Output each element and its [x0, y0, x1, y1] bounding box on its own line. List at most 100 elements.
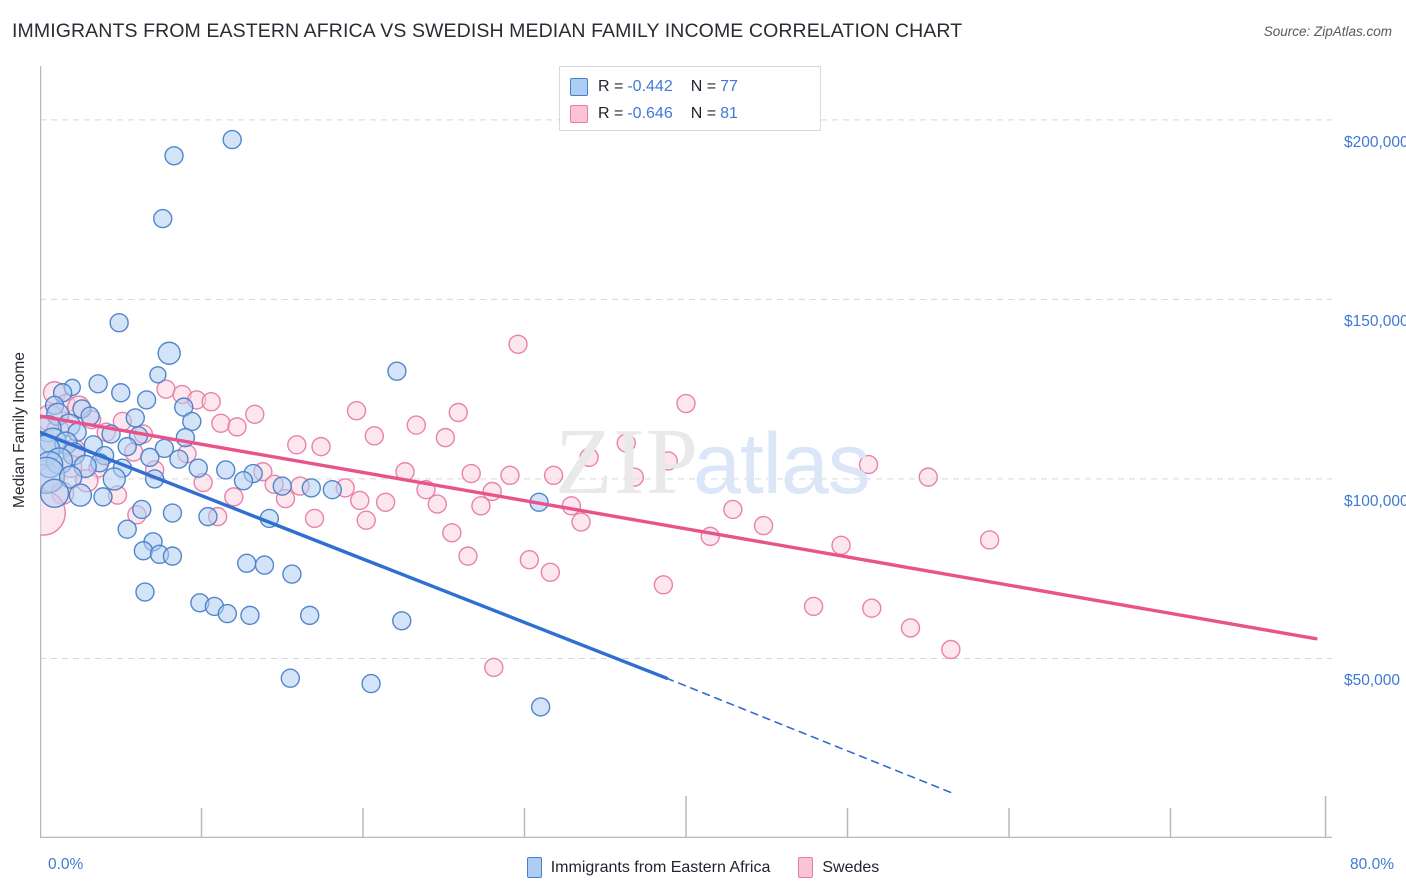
data-point[interactable] [461, 463, 481, 484]
data-point[interactable] [287, 435, 307, 455]
data-point[interactable] [364, 426, 385, 446]
data-point[interactable] [579, 447, 599, 468]
data-point[interactable] [831, 535, 851, 556]
data-point[interactable] [254, 555, 275, 575]
data-point[interactable] [676, 393, 696, 414]
data-point[interactable] [361, 673, 381, 694]
data-point[interactable] [240, 605, 260, 626]
data-point[interactable] [272, 476, 292, 496]
data-point[interactable] [280, 668, 301, 688]
series-legend-item[interactable]: Swedes [798, 857, 879, 878]
data-point[interactable] [140, 447, 160, 468]
data-point[interactable] [442, 523, 462, 543]
data-point[interactable] [304, 508, 325, 529]
data-point[interactable] [217, 603, 238, 624]
legend-swatch-blue [570, 77, 588, 96]
data-point[interactable] [164, 146, 184, 166]
data-point[interactable] [427, 494, 447, 514]
data-point[interactable] [500, 465, 520, 486]
data-point[interactable] [153, 208, 173, 229]
data-point[interactable] [222, 129, 242, 150]
data-point[interactable] [941, 639, 961, 660]
trendline-swedes [40, 414, 1318, 641]
data-point[interactable] [900, 618, 921, 638]
data-point[interactable] [224, 487, 244, 507]
data-point[interactable] [471, 496, 491, 516]
data-point[interactable] [392, 611, 412, 631]
data-point[interactable] [616, 433, 636, 453]
data-point[interactable] [182, 411, 202, 432]
data-point[interactable] [125, 408, 145, 428]
data-point[interactable] [753, 515, 774, 536]
data-point[interactable] [979, 530, 1000, 550]
data-point[interactable] [543, 465, 564, 486]
data-point[interactable] [109, 313, 129, 333]
data-point[interactable] [723, 499, 743, 520]
data-point[interactable] [136, 390, 157, 410]
data-point[interactable] [356, 510, 376, 530]
page-title: IMMIGRANTS FROM EASTERN AFRICA VS SWEDIS… [12, 20, 963, 42]
data-point[interactable] [301, 478, 322, 498]
data-point[interactable] [653, 575, 674, 595]
data-point[interactable] [111, 383, 131, 403]
data-point[interactable] [406, 415, 426, 435]
data-point[interactable] [88, 374, 108, 394]
data-point[interactable] [211, 413, 231, 433]
data-point[interactable] [858, 454, 879, 475]
series-legend-item[interactable]: Immigrants from Eastern Africa [526, 857, 770, 878]
data-point[interactable] [117, 436, 137, 457]
data-point[interactable] [68, 483, 93, 507]
data-point[interactable] [571, 512, 591, 532]
data-point[interactable] [375, 492, 396, 512]
data-point[interactable] [540, 562, 561, 582]
data-point[interactable] [508, 334, 528, 354]
data-point[interactable] [387, 361, 407, 381]
data-point[interactable] [519, 550, 540, 570]
data-point[interactable] [133, 541, 154, 561]
data-point[interactable] [561, 496, 582, 516]
data-point[interactable] [233, 471, 254, 491]
data-point[interactable] [435, 427, 456, 448]
data-point[interactable] [227, 417, 247, 437]
data-point[interactable] [117, 519, 137, 539]
data-point[interactable] [862, 598, 882, 618]
data-point[interactable] [169, 449, 189, 469]
r-value: -0.442 [627, 77, 673, 95]
data-point[interactable] [93, 487, 113, 507]
data-point[interactable] [624, 467, 645, 487]
data-point[interactable] [102, 467, 126, 491]
data-point[interactable] [658, 451, 678, 471]
data-point[interactable] [311, 436, 331, 457]
data-point[interactable] [245, 404, 265, 424]
data-point[interactable] [149, 366, 167, 384]
data-point[interactable] [700, 526, 720, 547]
data-point[interactable] [237, 553, 257, 574]
data-point[interactable] [346, 401, 367, 421]
data-point[interactable] [216, 460, 236, 480]
data-point[interactable] [198, 506, 218, 527]
data-point[interactable] [188, 458, 208, 478]
data-point[interactable] [135, 582, 155, 602]
data-point[interactable] [918, 467, 938, 487]
data-point[interactable] [58, 465, 83, 489]
series-legend-swatch-blue [526, 857, 542, 878]
data-point[interactable] [282, 564, 302, 584]
y-axis-title: Median Family Income [8, 290, 32, 570]
data-point[interactable] [803, 596, 824, 617]
data-point[interactable] [157, 341, 181, 365]
data-point[interactable] [322, 480, 343, 500]
series-points-swedes [40, 334, 1000, 678]
data-point[interactable] [201, 392, 221, 412]
data-point[interactable] [40, 478, 70, 508]
data-point[interactable] [530, 697, 551, 717]
data-point[interactable] [350, 490, 370, 511]
data-point[interactable] [448, 402, 468, 423]
y-axis-tick-label: $200,000 [1344, 133, 1406, 151]
data-point[interactable] [458, 546, 478, 566]
data-point[interactable] [484, 657, 504, 678]
data-point[interactable] [300, 605, 320, 626]
data-point[interactable] [162, 503, 183, 523]
data-point[interactable] [132, 499, 152, 520]
data-point[interactable] [162, 546, 183, 566]
